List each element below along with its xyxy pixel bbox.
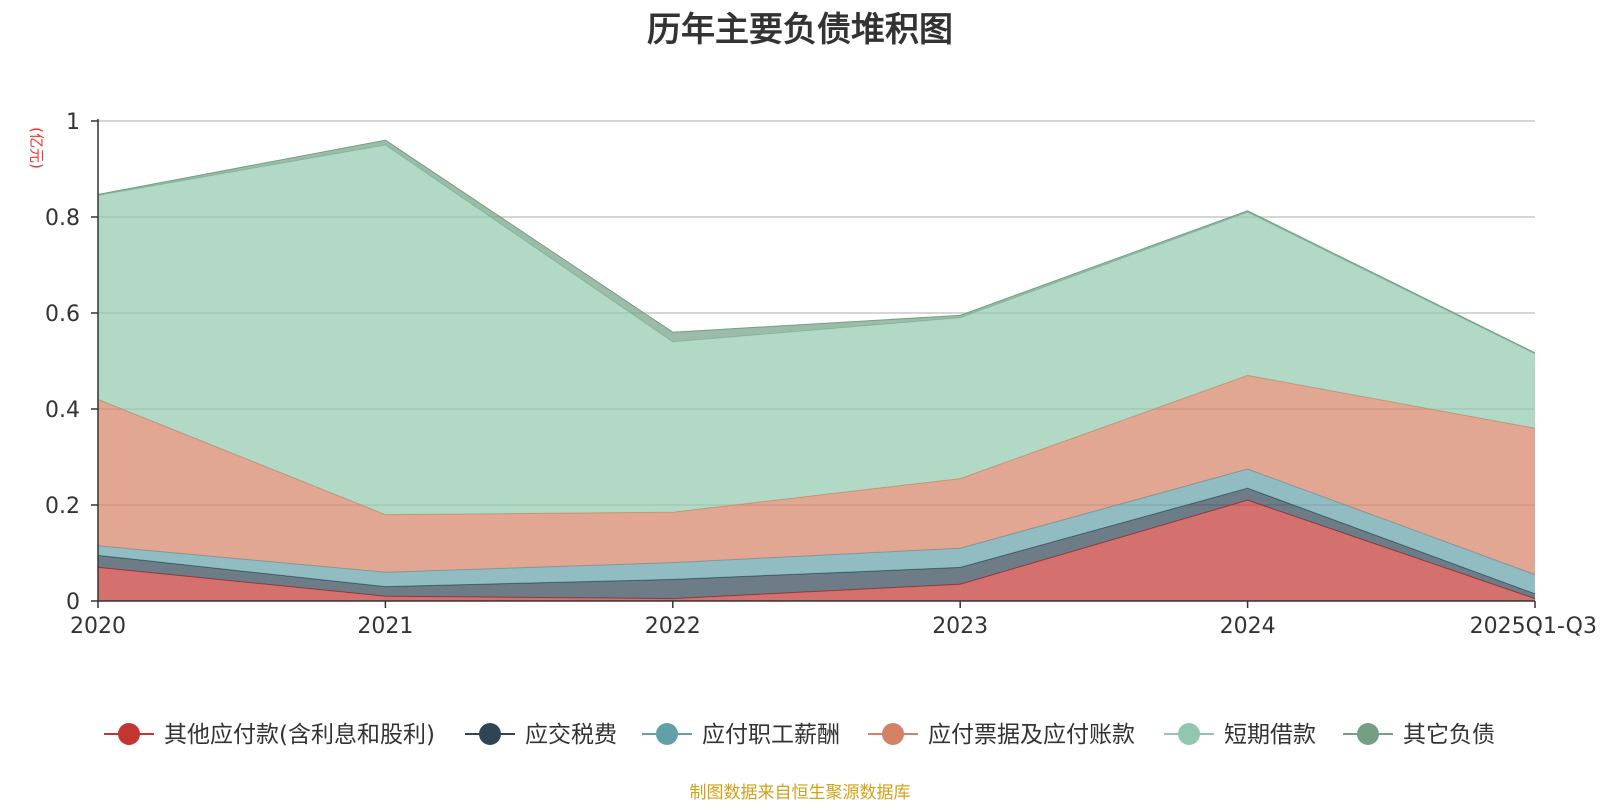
legend-label: 短期借款 <box>1224 722 1316 748</box>
x-tick-label: 2023 <box>932 614 988 639</box>
x-tick-label: 2025Q1-Q3 <box>1470 614 1597 639</box>
y-tick-label: 0 <box>66 590 80 615</box>
area-其他应付款(含利息和股利) <box>98 500 1535 601</box>
legend-label: 其它负债 <box>1403 722 1495 748</box>
legend-marker <box>1178 723 1200 745</box>
area-series <box>97 139 1536 601</box>
area-应交税费 <box>98 488 1535 599</box>
legend-marker <box>656 723 678 745</box>
x-tick-label: 2022 <box>645 614 701 639</box>
legend-item-其它负债[interactable]: 其它负债 <box>1343 722 1495 748</box>
legend-label: 应付票据及应付账款 <box>928 722 1135 748</box>
legend-marker <box>118 723 140 745</box>
legend-item-短期借款[interactable]: 短期借款 <box>1164 722 1316 748</box>
area-应付票据及应付账款 <box>98 375 1535 575</box>
x-tick-label: 2020 <box>70 614 126 639</box>
x-tick-label: 2024 <box>1220 614 1276 639</box>
legend-item-应付票据及应付账款[interactable]: 应付票据及应付账款 <box>868 722 1135 748</box>
legend-label: 应交税费 <box>525 722 617 748</box>
legend-marker <box>479 723 501 745</box>
y-tick-label: 0.8 <box>45 206 80 231</box>
area-其它负债 <box>98 140 1535 354</box>
legend-item-应交税费[interactable]: 应交税费 <box>465 722 617 748</box>
y-tick-label: 1 <box>66 110 80 135</box>
y-tick-label: 0.4 <box>45 398 80 423</box>
legend-marker <box>1357 723 1379 745</box>
legend-item-其他应付款(含利息和股利)[interactable]: 其他应付款(含利息和股利) <box>104 722 435 748</box>
area-应付职工薪酬 <box>98 469 1535 594</box>
area-line-其它负债 <box>97 139 1536 354</box>
legend-marker <box>882 723 904 745</box>
chart-title: 历年主要负债堆积图 <box>647 10 953 50</box>
legend-label: 应付职工薪酬 <box>702 722 840 748</box>
legend[interactable]: 其他应付款(含利息和股利) 应交税费 应付职工薪酬 应付票据及应付账款 短期借款 其它负债 <box>104 722 1495 748</box>
x-tick-label: 2021 <box>357 614 413 639</box>
y-tick-label: 0.2 <box>45 494 80 519</box>
legend-label: 其他应付款(含利息和股利) <box>164 722 435 748</box>
data-source-note: 制图数据来自恒生聚源数据库 <box>689 783 911 803</box>
axes: 0 0.2 0.4 0.6 0.8 1 2020 2021 2022 2023 2024 2025Q1… <box>45 110 1597 639</box>
y-tick-label: 0.6 <box>45 302 80 327</box>
legend-item-应付职工薪酬[interactable]: 应付职工薪酬 <box>642 722 840 748</box>
